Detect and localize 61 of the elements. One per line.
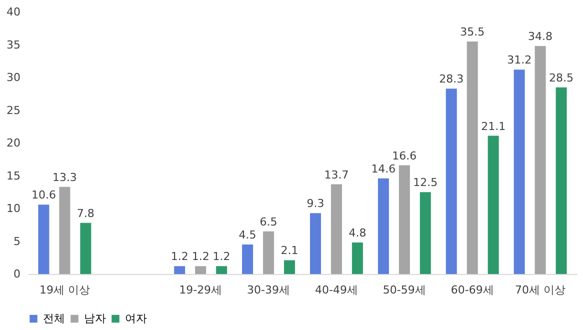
x-tick-label: 50-59세 — [382, 284, 426, 296]
bar — [80, 222, 92, 274]
bar — [556, 87, 567, 274]
data-label: 14.6 — [371, 162, 396, 176]
bar — [488, 136, 499, 274]
bar — [378, 178, 389, 274]
x-tick-label: 40-49세 — [314, 284, 358, 296]
data-label: 7.8 — [76, 206, 94, 220]
y-tick-label: 40 — [6, 6, 20, 18]
bar — [216, 266, 228, 274]
x-tick-label: 60-69세 — [450, 284, 494, 296]
data-label: 10.6 — [31, 188, 56, 202]
bar — [38, 204, 50, 274]
legend-label: 남자 — [84, 312, 106, 325]
bar — [352, 242, 363, 274]
y-tick-label: 15 — [6, 169, 20, 182]
data-label: 13.3 — [52, 170, 77, 184]
data-label: 1.2 — [170, 250, 188, 264]
y-tick-label: 30 — [6, 71, 20, 84]
bar — [330, 184, 342, 274]
y-tick-label: 5 — [14, 234, 20, 248]
bar — [446, 88, 457, 274]
x-tick-label: 19세 이상 — [39, 284, 90, 296]
data-label: 31.2 — [507, 54, 532, 67]
data-label: 35.5 — [460, 25, 485, 38]
bar — [242, 244, 254, 274]
bar — [195, 266, 206, 274]
bar — [514, 70, 525, 274]
bar — [263, 231, 274, 274]
data-label: 1.2 — [212, 250, 230, 264]
data-label: 6.5 — [260, 215, 278, 228]
x-tick-label: 30-39세 — [247, 284, 290, 296]
data-label: 21.1 — [481, 120, 506, 133]
legend-label: 여자 — [125, 312, 147, 325]
bar — [310, 213, 321, 274]
data-label: 4.5 — [238, 228, 256, 242]
bar — [398, 165, 410, 274]
bar — [420, 192, 431, 274]
data-label: 4.8 — [348, 226, 366, 240]
y-tick-label: 10 — [6, 202, 20, 215]
y-tick-label: 35 — [6, 38, 20, 52]
data-label: 12.5 — [413, 176, 438, 190]
data-label: 28.3 — [439, 72, 464, 86]
bar — [59, 186, 70, 274]
data-label: 16.6 — [392, 149, 417, 162]
y-tick-label: 20 — [6, 136, 20, 150]
data-label: 2.1 — [280, 244, 298, 258]
x-tick-label: 70세 이상 — [515, 284, 566, 296]
data-label: 1.2 — [192, 250, 210, 264]
data-label: 28.5 — [549, 71, 574, 84]
data-label: 13.7 — [324, 168, 349, 182]
bar — [174, 266, 186, 274]
data-label: 9.3 — [306, 197, 324, 210]
bar — [284, 260, 296, 274]
x-tick-label: 19-29세 — [179, 284, 222, 296]
y-tick-label: 25 — [6, 104, 20, 117]
data-label: 34.8 — [528, 30, 553, 44]
legend-label: 전체 — [43, 312, 65, 325]
bar — [534, 46, 546, 274]
y-tick-label: 0 — [14, 268, 20, 280]
bar — [466, 41, 478, 274]
